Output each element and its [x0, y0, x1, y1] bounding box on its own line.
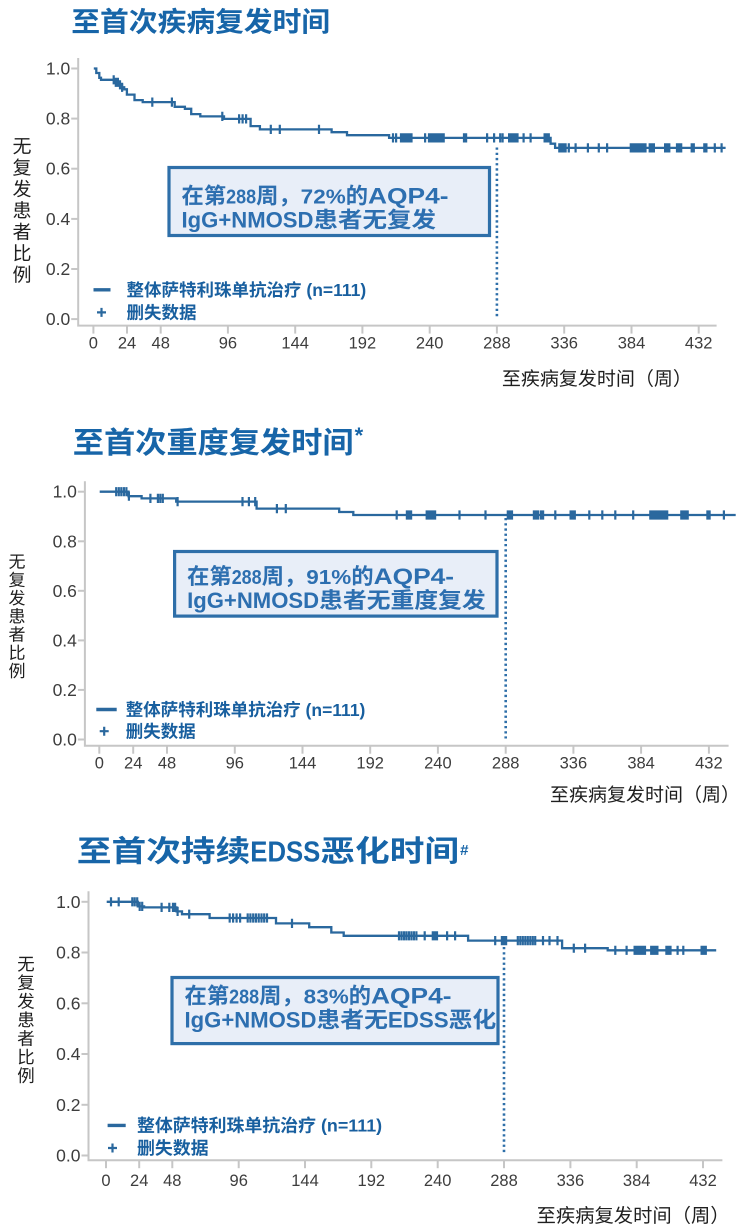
svg-text:(n=111): (n=111)	[301, 700, 366, 720]
svg-text:0: 0	[89, 335, 98, 353]
svg-text:192: 192	[349, 335, 377, 353]
svg-text:0.6: 0.6	[46, 159, 70, 179]
svg-text:0.6: 0.6	[53, 581, 77, 601]
svg-text:IgG+NMOSD: IgG+NMOSD	[185, 1008, 317, 1033]
svg-text:24: 24	[130, 1172, 148, 1190]
svg-text:432: 432	[695, 755, 723, 773]
svg-text:0.0: 0.0	[53, 730, 78, 750]
svg-text:0.8: 0.8	[53, 531, 77, 551]
svg-text:384: 384	[618, 335, 646, 353]
svg-text:240: 240	[416, 335, 444, 353]
svg-text:0.6: 0.6	[56, 993, 80, 1013]
svg-text:144: 144	[291, 1172, 319, 1190]
svg-text:432: 432	[685, 335, 713, 353]
svg-text:384: 384	[627, 755, 655, 773]
svg-text:0.4: 0.4	[53, 630, 78, 650]
svg-text:336: 336	[557, 1172, 585, 1190]
svg-text:0.4: 0.4	[46, 209, 71, 229]
svg-text:384: 384	[623, 1172, 651, 1190]
svg-text:72%: 72%	[301, 186, 346, 209]
svg-text:0.8: 0.8	[46, 109, 70, 129]
svg-text:EDSS: EDSS	[250, 837, 320, 869]
svg-text:0.0: 0.0	[56, 1146, 81, 1166]
svg-text:1.0: 1.0	[53, 482, 78, 502]
svg-text:48: 48	[152, 335, 170, 353]
svg-text:83%: 83%	[304, 986, 349, 1009]
svg-text:#: #	[460, 842, 469, 859]
svg-text:0.8: 0.8	[56, 943, 80, 963]
svg-text:240: 240	[424, 1172, 452, 1190]
svg-text:AQP4-: AQP4-	[371, 984, 452, 1009]
svg-text:0.4: 0.4	[56, 1044, 81, 1064]
svg-text:288: 288	[483, 335, 511, 353]
svg-text:288: 288	[492, 755, 520, 773]
svg-text:288: 288	[229, 986, 259, 1009]
svg-text:336: 336	[560, 755, 588, 773]
svg-text:288: 288	[490, 1172, 518, 1190]
svg-text:0.2: 0.2	[53, 680, 77, 700]
svg-text:0: 0	[101, 1172, 110, 1190]
svg-text:336: 336	[550, 335, 578, 353]
svg-text:96: 96	[226, 755, 244, 773]
svg-text:IgG+NMOSD: IgG+NMOSD	[182, 208, 314, 233]
svg-text:(n=111): (n=111)	[302, 280, 367, 300]
svg-text:24: 24	[118, 335, 136, 353]
svg-text:(n=111): (n=111)	[316, 1116, 382, 1136]
svg-text:0.2: 0.2	[46, 259, 70, 279]
svg-text:AQP4-: AQP4-	[374, 564, 455, 589]
svg-text:0: 0	[95, 755, 104, 773]
svg-text:144: 144	[281, 335, 309, 353]
svg-text:48: 48	[158, 755, 176, 773]
svg-text:96: 96	[219, 335, 237, 353]
svg-text:144: 144	[289, 755, 317, 773]
svg-text:432: 432	[689, 1172, 717, 1190]
svg-text:IgG+NMOSD: IgG+NMOSD	[187, 588, 319, 613]
svg-text:192: 192	[356, 755, 384, 773]
svg-text:288: 288	[232, 566, 262, 589]
svg-text:*: *	[355, 423, 364, 448]
svg-text:91%: 91%	[306, 566, 351, 589]
svg-text:240: 240	[424, 755, 452, 773]
svg-text:0.2: 0.2	[56, 1095, 80, 1115]
svg-text:24: 24	[124, 755, 142, 773]
svg-text:AQP4-: AQP4-	[368, 184, 449, 209]
svg-text:0.0: 0.0	[46, 309, 71, 329]
svg-text:48: 48	[163, 1172, 181, 1190]
svg-text:192: 192	[358, 1172, 386, 1190]
svg-text:EDSS: EDSS	[388, 1008, 449, 1033]
svg-text:288: 288	[226, 186, 256, 209]
svg-text:1.0: 1.0	[56, 892, 81, 912]
svg-text:1.0: 1.0	[46, 59, 71, 79]
svg-text:96: 96	[230, 1172, 248, 1190]
